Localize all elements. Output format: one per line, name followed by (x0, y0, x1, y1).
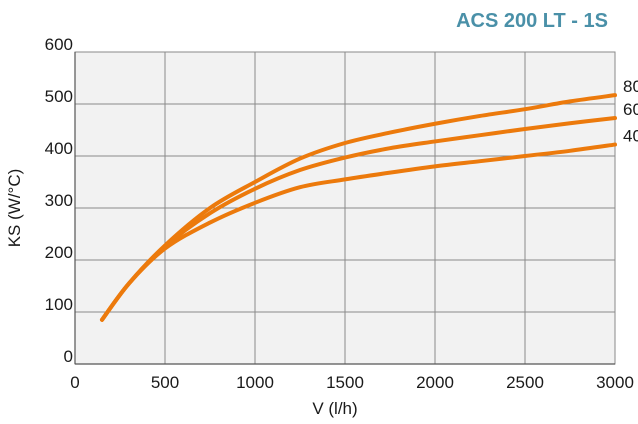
chart-title: ACS 200 LT - 1S (456, 10, 608, 32)
x-tick-label: 2500 (506, 373, 544, 392)
y-tick-label: 0 (64, 347, 73, 366)
x-tick-label: 500 (151, 373, 179, 392)
x-tick-label: 1000 (236, 373, 274, 392)
y-tick-label: 400 (45, 139, 73, 158)
series-label-40: 40 (623, 127, 638, 146)
x-tick-label: 0 (70, 373, 79, 392)
x-tick-label: 2000 (416, 373, 454, 392)
y-tick-label: 200 (45, 243, 73, 262)
y-axis-label: KS (W/°C) (5, 169, 24, 248)
y-tick-label: 300 (45, 191, 73, 210)
y-tick-label: 100 (45, 295, 73, 314)
y-tick-label: 500 (45, 87, 73, 106)
x-axis-label: V (l/h) (312, 399, 357, 418)
x-tick-label: 1500 (326, 373, 364, 392)
series-label-80: 80 (623, 77, 638, 96)
y-tick-label: 600 (45, 35, 73, 54)
series-label-60: 60 (623, 100, 638, 119)
x-tick-label: 3000 (596, 373, 634, 392)
series-line-40 (100, 142, 617, 322)
